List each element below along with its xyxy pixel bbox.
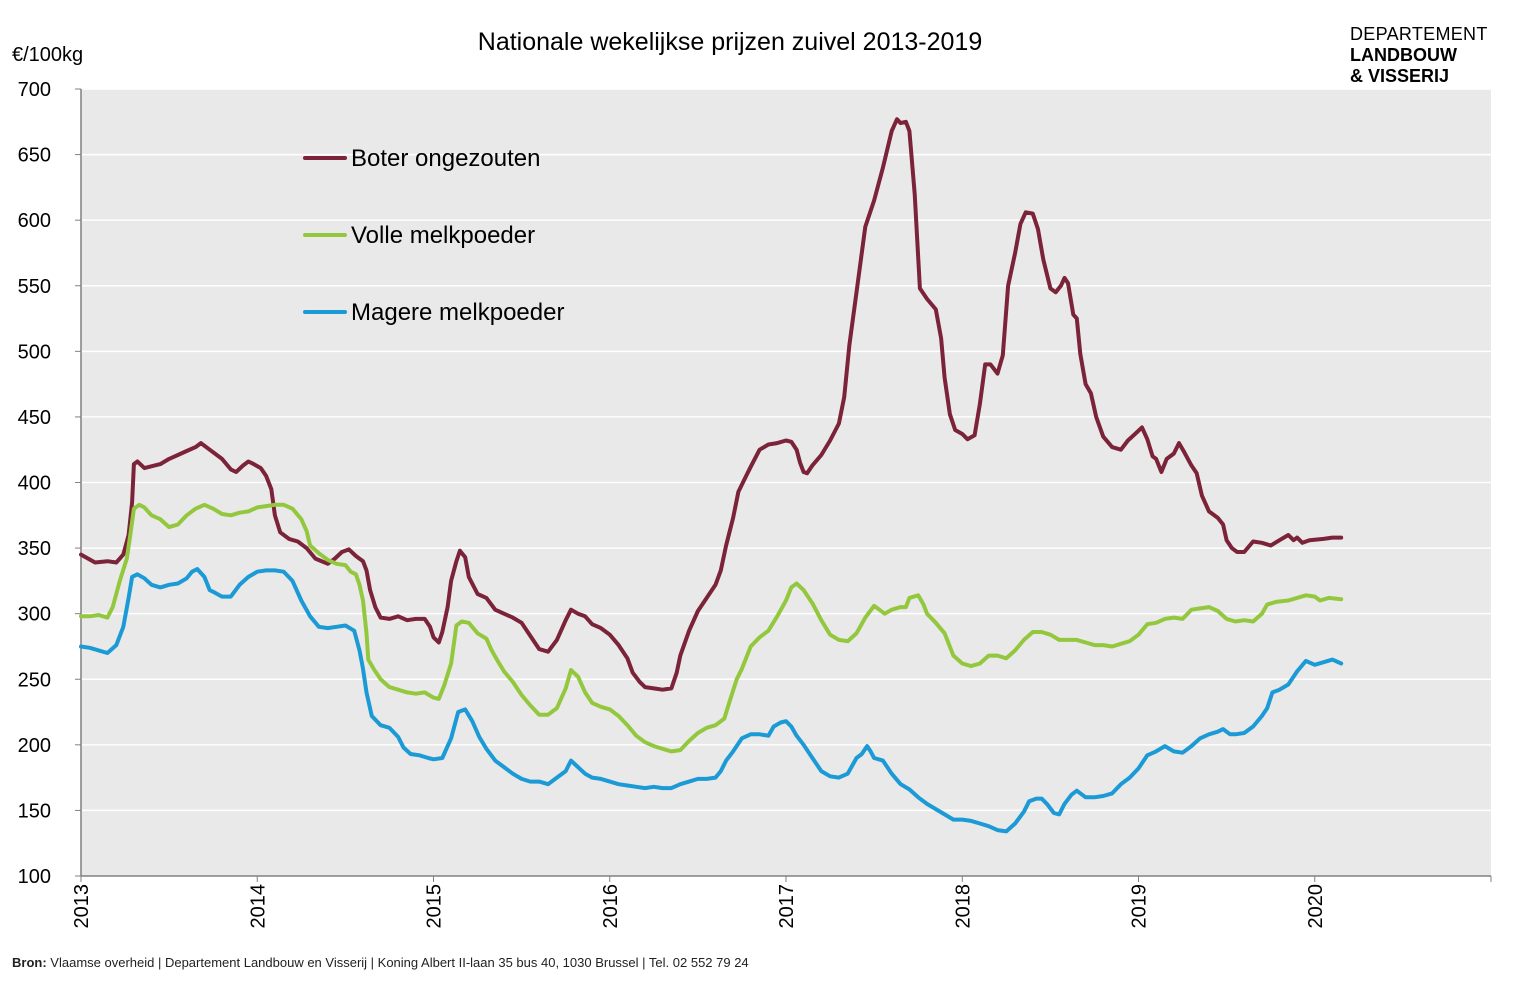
series-line-boter-ongezouten <box>79 117 1344 692</box>
y-tick-label: 250 <box>18 669 51 691</box>
source-label: Bron: <box>12 955 47 970</box>
logo-line-3: & VISSERIJ <box>1350 66 1450 86</box>
y-tick-label: 600 <box>18 210 51 232</box>
y-tick-label: 700 <box>18 79 51 101</box>
chart-title: Nationale wekelijkse prijzen zuivel 2013… <box>477 28 983 56</box>
series-line-magere-melkpoeder <box>79 567 1344 834</box>
x-tick-label: 2013 <box>71 884 93 929</box>
logo-line-1: DEPARTEMENT <box>1350 24 1488 44</box>
legend-label: Magere melkpoeder <box>351 299 564 326</box>
y-tick-label: 150 <box>18 800 51 822</box>
legend-label: Volle melkpoeder <box>351 222 535 249</box>
series-line-volle-melkpoeder <box>79 502 1344 754</box>
source-text: Vlaamse overheid | Departement Landbouw … <box>50 955 749 970</box>
x-tick-label: 2017 <box>776 884 798 929</box>
x-tick-label: 2019 <box>1129 884 1151 929</box>
x-tick-label: 2016 <box>600 884 622 929</box>
x-tick-label: 2015 <box>424 884 446 929</box>
y-tick-label: 350 <box>18 538 51 560</box>
y-tick-label: 100 <box>18 866 51 888</box>
y-tick-label: 400 <box>18 473 51 495</box>
legend-label: Boter ongezouten <box>351 145 540 172</box>
y-axis-label: €/100kg <box>12 44 84 66</box>
x-tick-label: 2014 <box>247 884 269 929</box>
y-tick-label: 550 <box>18 276 51 298</box>
logo-line-2: LANDBOUW <box>1350 45 1457 65</box>
y-tick-label: 500 <box>18 341 51 363</box>
y-tick-label: 650 <box>18 145 51 167</box>
source-note: Bron: Vlaamse overheid | Departement Lan… <box>12 955 749 970</box>
department-logo: DEPARTEMENT LANDBOUW & VISSERIJ <box>1350 24 1488 87</box>
y-tick-label: 450 <box>18 407 51 429</box>
x-tick-label: 2020 <box>1305 884 1327 929</box>
y-tick-label: 300 <box>18 604 51 626</box>
x-tick-label: 2018 <box>952 884 974 929</box>
y-tick-label: 200 <box>18 735 51 757</box>
